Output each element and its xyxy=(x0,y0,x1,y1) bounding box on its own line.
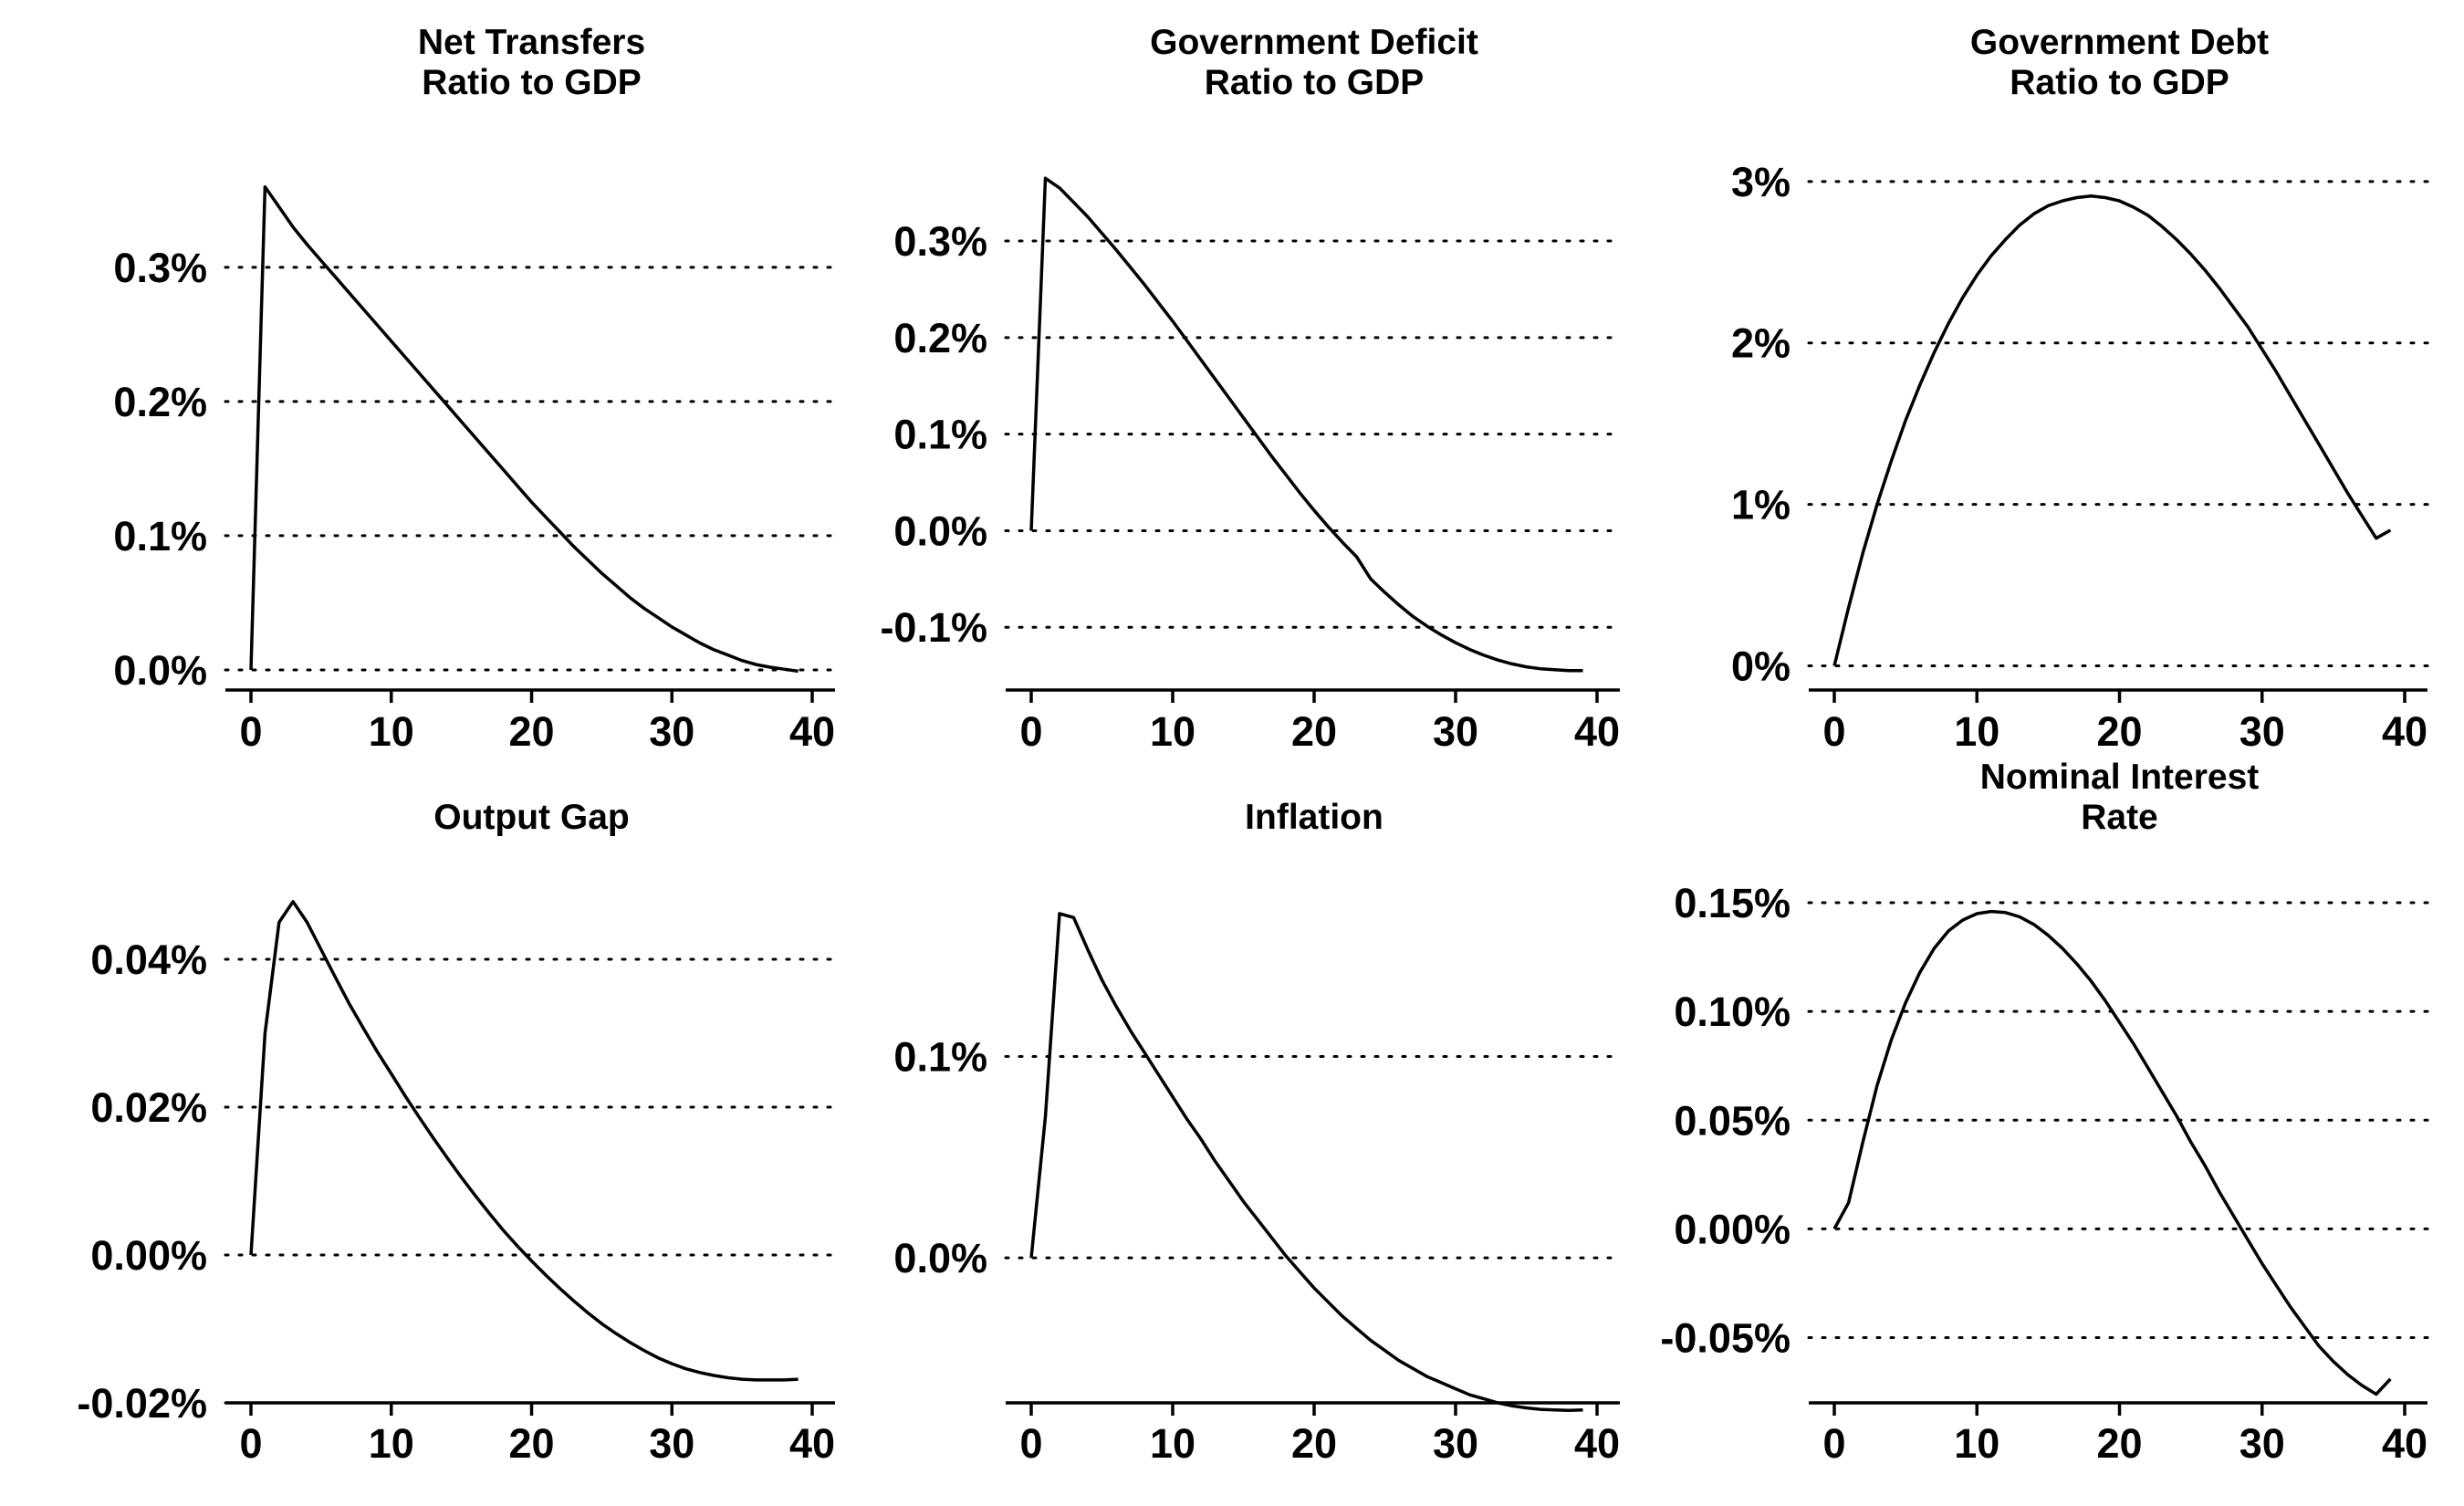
chart-title: Output Gap xyxy=(433,798,629,837)
chart-title: Inflation xyxy=(1245,798,1383,837)
x-tick-label: 20 xyxy=(2096,1420,2142,1467)
chart-title: Nominal Interest xyxy=(1980,758,2260,797)
x-tick-label: 10 xyxy=(1954,708,1999,755)
y-tick-label: -0.02% xyxy=(77,1380,207,1427)
chart-title: Government Deficit xyxy=(1150,23,1478,62)
x-tick-label: 0 xyxy=(1822,708,1845,755)
x-tick-label: 30 xyxy=(2240,708,2285,755)
y-tick-label: 0.05% xyxy=(1674,1097,1791,1144)
x-tick-label: 0 xyxy=(1822,1420,1845,1467)
x-tick-label: 10 xyxy=(369,708,414,755)
chart-title-line-2: Ratio to GDP xyxy=(1205,63,1425,102)
y-tick-label: 0.2% xyxy=(893,315,987,361)
chart-title-line-2: Ratio to GDP xyxy=(422,63,642,102)
y-tick-label: 0.1% xyxy=(893,412,987,458)
x-tick-label: 10 xyxy=(369,1420,414,1467)
x-tick-label: 30 xyxy=(2240,1420,2285,1467)
x-tick-label: 0 xyxy=(239,1420,262,1467)
x-tick-label: 20 xyxy=(2096,708,2142,755)
y-tick-label: 0% xyxy=(1731,643,1791,689)
x-tick-label: 40 xyxy=(789,708,835,755)
x-tick-label: 40 xyxy=(2382,1420,2427,1467)
y-tick-label: 0.02% xyxy=(90,1084,207,1131)
x-tick-label: 10 xyxy=(1150,1420,1195,1467)
y-tick-label: 1% xyxy=(1731,482,1791,528)
y-tick-label: 0.00% xyxy=(90,1232,207,1279)
chart-title-line-2: Ratio to GDP xyxy=(2010,63,2229,102)
y-tick-label: 0.0% xyxy=(893,507,987,554)
y-tick-label: 0.2% xyxy=(113,379,207,425)
y-tick-label: 2% xyxy=(1731,320,1791,367)
series-line-1 xyxy=(1832,909,2392,1396)
x-tick-label: 40 xyxy=(1574,1420,1620,1467)
x-tick-label: 0 xyxy=(1019,1420,1042,1467)
y-tick-label: 0.3% xyxy=(893,218,987,265)
series-line-1 xyxy=(249,184,799,674)
y-tick-label: -0.1% xyxy=(880,604,987,651)
y-tick-label: 0.15% xyxy=(1674,880,1791,926)
y-tick-label: 0.00% xyxy=(1674,1206,1791,1252)
x-tick-label: 30 xyxy=(1433,708,1478,755)
x-tick-label: 40 xyxy=(789,1420,835,1467)
chart-title: Government Debt xyxy=(1970,23,2269,62)
x-tick-label: 40 xyxy=(1574,708,1620,755)
y-tick-label: 0.1% xyxy=(113,513,207,560)
series-line-1 xyxy=(1029,912,1583,1412)
y-tick-label: 0.0% xyxy=(113,647,207,694)
series-line-1 xyxy=(1832,194,2392,666)
x-tick-label: 30 xyxy=(1433,1420,1478,1467)
x-tick-label: 20 xyxy=(1291,1420,1337,1467)
x-tick-label: 20 xyxy=(508,708,554,755)
y-tick-label: 3% xyxy=(1731,159,1791,205)
y-tick-label: 0.3% xyxy=(113,245,207,291)
x-tick-label: 40 xyxy=(2382,708,2427,755)
x-tick-label: 10 xyxy=(1954,1420,1999,1467)
y-tick-label: -0.05% xyxy=(1660,1315,1791,1362)
chart-panel-5: Inflation 0.0% 0.1% 0 10 20 30 40 xyxy=(893,798,1622,1467)
x-tick-label: 20 xyxy=(1291,708,1337,755)
x-tick-label: 0 xyxy=(239,708,262,755)
series-line-1 xyxy=(1029,176,1583,673)
x-tick-label: 0 xyxy=(1019,708,1042,755)
y-tick-label: 0.0% xyxy=(893,1235,987,1281)
x-tick-label: 30 xyxy=(649,708,694,755)
y-tick-label: 0.04% xyxy=(90,936,207,983)
y-tick-label: 0.10% xyxy=(1674,988,1791,1035)
x-tick-label: 10 xyxy=(1150,708,1195,755)
x-tick-label: 30 xyxy=(649,1420,694,1467)
chart-panel-4: Output Gap -0.02% 0.00% 0.02% 0.04% 0 10 20 30 40 xyxy=(77,798,837,1467)
chart-title: Net Transfers xyxy=(418,23,645,62)
y-tick-label: 0.1% xyxy=(893,1034,987,1081)
series-line-1 xyxy=(249,900,799,1382)
chart-title-line-2: Rate xyxy=(2081,798,2158,837)
x-tick-label: 20 xyxy=(508,1420,554,1467)
